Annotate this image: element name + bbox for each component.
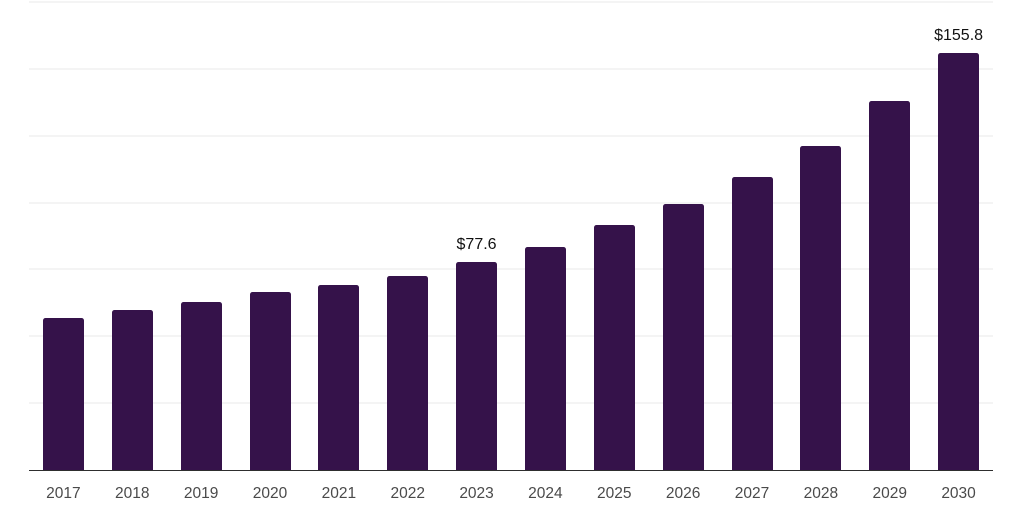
plot-area: $77.6 $155.8 (29, 1, 993, 471)
gridline-25 (29, 402, 993, 405)
bar-2018 (111, 309, 153, 470)
gridline-150 (29, 67, 993, 70)
gridline-100 (29, 201, 993, 204)
x-tick-label-2028: 2028 (803, 485, 839, 502)
x-axis: 2017 2018 2019 2020 2021 2022 2023 2024 2025 2026… (29, 486, 993, 508)
bar-2026 (662, 203, 704, 470)
bar-2017 (42, 317, 84, 470)
x-tick-label-2025: 2025 (597, 485, 632, 502)
x-tick-label-2018: 2018 (115, 485, 150, 502)
bar-2024 (524, 246, 566, 470)
x-tick-label-2026: 2026 (665, 485, 701, 502)
bar-2021 (318, 285, 360, 470)
bar-chart: $77.6 $155.8 2017 2018 2019 2020 2021 2022 2023… (29, 1, 993, 508)
x-tick-label-2027: 2027 (734, 485, 770, 502)
x-tick-label-2023: 2023 (459, 485, 494, 502)
bar-2028 (800, 146, 842, 470)
bar-2029 (869, 100, 911, 470)
bar-2030 (938, 53, 980, 470)
x-tick-label-2019: 2019 (183, 485, 219, 502)
x-tick-label-2029: 2029 (872, 485, 907, 502)
x-tick-label-2022: 2022 (390, 485, 425, 502)
x-tick-label-2024: 2024 (528, 485, 563, 502)
x-tick-label-2020: 2020 (252, 485, 288, 502)
bar-2020 (249, 292, 291, 470)
gridline-50 (29, 335, 993, 338)
bar-2025 (593, 225, 635, 470)
bar-2019 (180, 301, 222, 470)
gridline-175 (29, 1, 993, 3)
data-label-2023: $77.6 (456, 236, 497, 254)
x-axis-line (29, 469, 993, 471)
x-tick-label-2021: 2021 (321, 485, 357, 502)
data-label-2030: $155.8 (934, 27, 984, 45)
bar-2022 (387, 276, 429, 470)
gridline-125 (29, 134, 993, 137)
bar-2027 (731, 177, 773, 470)
x-tick-label-2030: 2030 (941, 485, 976, 502)
gridline-75 (29, 268, 993, 271)
x-tick-label-2017: 2017 (46, 485, 81, 502)
bar-2023 (456, 262, 498, 470)
